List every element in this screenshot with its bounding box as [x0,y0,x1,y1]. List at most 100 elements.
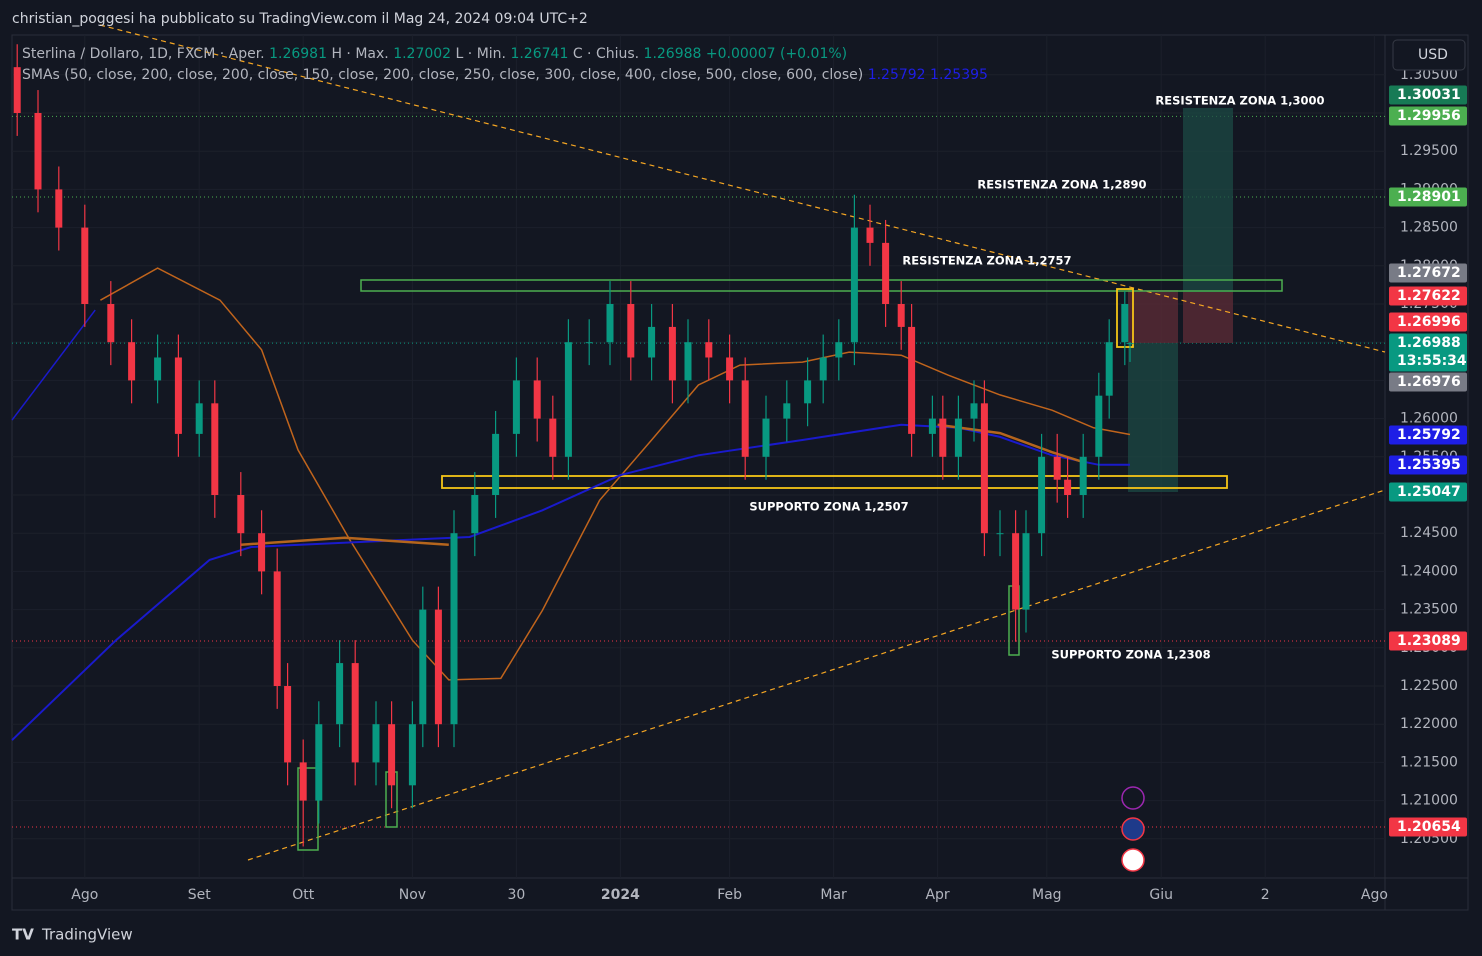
price-label: 1.27672 [1397,265,1461,281]
price-label: 1.20654 [1397,819,1461,835]
event-icons [1121,786,1145,872]
candle-body [897,304,905,327]
candle-body [408,724,416,786]
header-title: christian_poggesi ha pubblicato su Tradi… [12,11,588,27]
x-tick-label: 30 [507,887,525,903]
event-icon[interactable] [1121,817,1145,841]
x-tick-label: 2024 [601,887,640,903]
legend-ohlc-label: · Aper. [220,46,265,62]
candle-body [284,686,292,763]
price-label-box [1389,455,1467,475]
y-tick-label: 1.24500 [1400,525,1458,541]
plot [11,44,1134,847]
x-tick-label: Mar [820,887,847,903]
candle-body [471,495,479,534]
candle-body [388,724,396,786]
brand: TradingView [41,926,133,944]
currency-label[interactable]: USD [1418,47,1448,63]
candle-body [1079,456,1087,495]
legend-ohlc-value: 1.26741 [510,46,568,62]
price-label: 1.29956 [1397,108,1461,124]
legend-ohlc-value: 1.26988 [644,46,702,62]
candle-body [1095,395,1103,457]
candle-body [850,227,858,343]
candle-body [1022,533,1030,610]
position-target-zone [1183,108,1233,292]
candle-body [174,357,182,434]
support-zone [441,475,1228,489]
candle-body [804,380,812,404]
candle-body [954,418,962,457]
candle-body [1012,533,1020,610]
currency-button[interactable] [1392,39,1466,71]
trendline [247,489,1386,861]
annotation: SUPPORTO ZONA 1,2507 [749,500,908,514]
candle-body [762,418,770,457]
event-icon[interactable] [1121,786,1145,810]
candle-body [549,418,557,457]
candle-body [882,242,890,304]
position-target-zone [1128,343,1178,492]
candle-body [434,609,442,725]
y-tick-label: 1.30500 [1400,67,1458,83]
candle-body [648,326,656,358]
price-label-box [1389,187,1467,207]
price-label: 1.26996 [1397,314,1461,330]
x-tick-label: Ago [1361,887,1388,903]
candle-body [1038,456,1046,534]
price-label-box [1389,372,1467,392]
candle-body [419,609,427,725]
legend-symbol: Sterlina / Dollaro, 1D, FXCM [22,46,215,62]
price-label-box [1389,482,1467,502]
candle-body [299,762,307,801]
candle-body [128,342,136,381]
position-stop-zone [1128,290,1178,343]
candle-body [970,403,978,419]
candle-body [585,342,593,344]
event-icon[interactable] [1121,848,1145,872]
candle-body [34,113,42,190]
legend-ohlc-label: H · Max. [331,46,388,62]
candle-body [980,403,988,534]
candle-body [996,533,1004,535]
candle-body [107,304,115,343]
price-label: 1.27622 [1397,288,1461,304]
candle-body [211,403,219,495]
candle-body [564,342,572,457]
candle-body [450,533,458,725]
annotation: RESISTENZA ZONA 1,2757 [902,254,1071,268]
candle-body [315,724,323,801]
labels: 1.205001.210001.215001.220001.225001.230… [22,46,1467,903]
position-stop-zone [1183,292,1233,343]
y-tick-label: 1.22500 [1400,678,1458,694]
logo-mark: TV [12,926,34,944]
chart-frame [11,34,1469,911]
y-tick-label: 1.26000 [1400,411,1458,427]
candle-body [336,663,344,725]
x-tick-label: 2 [1261,887,1270,903]
candle-body [928,418,936,434]
legend-ohlc: Sterlina / Dollaro, 1D, FXCM · Aper. 1.2… [22,46,847,62]
highlight-box [297,767,319,851]
legend-sma-value: 1.25395 [930,67,988,83]
price-label-box [1389,631,1467,651]
y-tick-label: 1.23500 [1400,602,1458,618]
candle-body [1064,479,1072,495]
x-tick-label: Mag [1032,887,1062,903]
legend-change: +0.00007 (+0.01%) [706,46,847,62]
sma-line [240,536,449,546]
candle-body [1105,342,1113,396]
candle-body [273,571,281,686]
candle-body [684,342,692,381]
candle-body [908,326,916,434]
candle-body [741,380,749,457]
legend-sma-value: 1.25792 [868,67,926,83]
y-tick-label: 1.29500 [1400,143,1458,159]
price-label: 1.25792 [1397,427,1461,443]
sma-line [11,309,96,421]
price-label: 1.26976 [1397,374,1461,390]
candle-body [237,495,245,534]
